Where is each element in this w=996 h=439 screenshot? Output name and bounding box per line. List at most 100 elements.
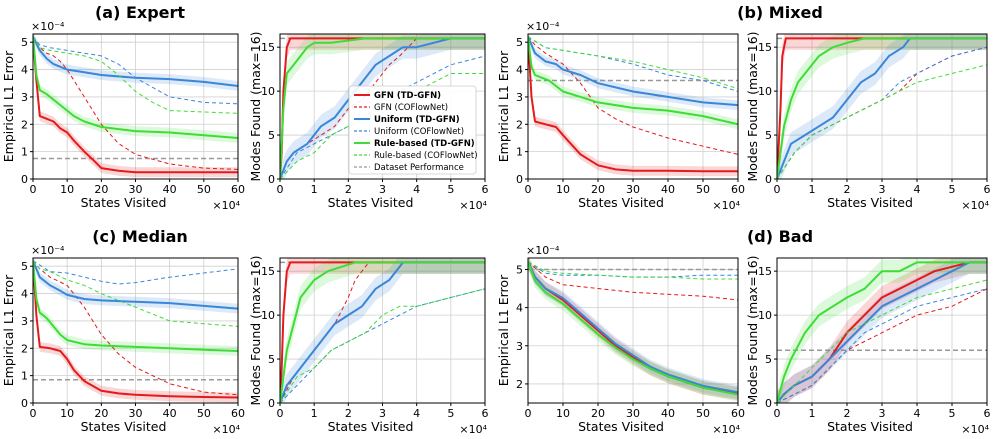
confidence-band xyxy=(33,258,238,356)
confidence-band xyxy=(777,258,987,403)
y-tick-label: 10 xyxy=(261,309,275,322)
series-line-gfn_td xyxy=(33,36,238,174)
confidence-band xyxy=(280,258,485,403)
x-tick-label: 30 xyxy=(129,183,143,196)
x-tick-label: 4 xyxy=(413,183,420,196)
x-tick-label: 3 xyxy=(379,407,386,420)
confidence-band xyxy=(280,258,485,403)
y-tick-label: 5 xyxy=(516,36,523,49)
x-tick-label: 5 xyxy=(447,183,454,196)
y-tick-label: 0 xyxy=(516,173,523,186)
confidence-band xyxy=(280,34,485,179)
x-tick-label: 40 xyxy=(661,183,675,196)
confidence-band xyxy=(280,258,485,403)
y-tick-label: 4 xyxy=(516,302,523,315)
x-tick-label: 1 xyxy=(809,183,816,196)
series-line-uni_td xyxy=(528,36,738,107)
x-tick-label: 0 xyxy=(277,407,284,420)
x-tick-label: 10 xyxy=(556,183,570,196)
x-multiplier: ×10⁴ xyxy=(212,199,240,212)
series-line-uni_co xyxy=(777,288,987,403)
y-axis-label: Empirical L1 Error xyxy=(1,50,16,162)
legend-item: Rule-based (COFlowNet) xyxy=(354,151,478,161)
y-tick-label: 5 xyxy=(21,36,28,49)
series-line-gfn_co xyxy=(33,36,238,170)
x-tick-label: 3 xyxy=(879,407,886,420)
series-line-uni_co xyxy=(33,36,238,105)
y-multiplier: ×10⁻⁴ xyxy=(31,244,65,257)
series-line-uni_co xyxy=(528,261,738,278)
x-tick-label: 1 xyxy=(311,407,318,420)
x-multiplier: ×10⁴ xyxy=(961,199,989,212)
subplot-error: 0 10 20 30 40 50 60 0 1 2 3 4 5 States Visited Empiric… xyxy=(1,20,245,212)
x-tick-label: 2 xyxy=(844,183,851,196)
x-tick-label: 2 xyxy=(345,407,352,420)
series-line-rule_td xyxy=(280,261,485,403)
x-multiplier: ×10⁴ xyxy=(712,199,740,212)
y-multiplier: ×10⁻⁴ xyxy=(526,20,560,33)
series-line-rule_td xyxy=(777,261,987,403)
x-axis-label: States Visited xyxy=(827,195,913,210)
y-tick-label: 5 xyxy=(516,263,523,276)
legend-label: Dataset Performance xyxy=(374,163,464,173)
series-line-rule_td xyxy=(33,36,238,139)
series-line-uni_co xyxy=(33,260,238,285)
x-tick-label: 4 xyxy=(914,407,921,420)
series-line-uni_td xyxy=(777,37,987,179)
legend-item: Uniform (TD-GFN) xyxy=(354,115,460,125)
x-tick-label: 5 xyxy=(447,407,454,420)
panel-title: (d) Bad xyxy=(747,227,813,246)
x-tick-label: 60 xyxy=(731,183,745,196)
x-tick-label: 20 xyxy=(591,407,605,420)
legend-item: Rule-based (TD-GFN) xyxy=(354,139,475,149)
x-multiplier: ×10⁴ xyxy=(459,423,487,436)
confidence-band xyxy=(528,258,738,400)
subplot-error: 0 10 20 30 40 50 60 2 3 4 5 States Visited Empirical… xyxy=(496,244,745,436)
subplot-error: 0 10 20 30 40 50 60 0 1 2 3 4 5 States Visited Empiric… xyxy=(496,20,745,212)
x-tick-label: 5 xyxy=(949,407,956,420)
y-tick-label: 15 xyxy=(758,41,772,54)
series-line-gfn_td xyxy=(528,36,738,173)
series-line-uni_td xyxy=(777,261,987,403)
y-axis-label: Modes Found (max=16) xyxy=(745,255,760,405)
series-line-uni_td xyxy=(528,261,738,394)
confidence-band xyxy=(33,34,238,143)
y-tick-label: 0 xyxy=(765,173,772,186)
legend-label: Uniform (TD-GFN) xyxy=(374,115,460,125)
subplot-modes: 0 1 2 3 4 5 6 0 5 10 15 States Visited Modes Found (… xyxy=(745,255,991,436)
y-tick-label: 5 xyxy=(765,353,772,366)
y-tick-label: 15 xyxy=(261,41,275,54)
y-tick-label: 1 xyxy=(516,146,523,159)
confidence-band xyxy=(777,258,987,403)
series-line-rule_td xyxy=(280,37,485,179)
legend-box xyxy=(348,85,477,175)
series-line-gfn_td xyxy=(33,260,238,399)
x-tick-label: 0 xyxy=(525,407,532,420)
series-line-gfn_co xyxy=(528,36,738,155)
y-tick-label: 3 xyxy=(21,315,28,328)
x-multiplier: ×10⁴ xyxy=(961,423,989,436)
x-tick-label: 2 xyxy=(844,407,851,420)
y-tick-label: 2 xyxy=(21,118,28,131)
y-tick-label: 4 xyxy=(21,288,28,301)
series-line-gfn_co xyxy=(528,261,738,301)
series-line-rule_td xyxy=(528,36,738,126)
y-tick-label: 4 xyxy=(21,64,28,77)
legend-item: Uniform (COFlowNet) xyxy=(354,127,464,137)
series-line-gfn_td xyxy=(777,37,987,179)
y-tick-label: 2 xyxy=(516,378,523,391)
x-axis-label: States Visited xyxy=(81,195,167,210)
y-axis-label: Empirical L1 Error xyxy=(1,274,16,386)
x-tick-label: 3 xyxy=(379,183,386,196)
legend-label: Rule-based (COFlowNet) xyxy=(374,151,478,161)
x-tick-label: 3 xyxy=(879,183,886,196)
y-tick-label: 5 xyxy=(268,129,275,142)
series-line-rule_co xyxy=(280,288,485,403)
x-axis-label: States Visited xyxy=(578,195,664,210)
confidence-band xyxy=(280,34,485,179)
x-tick-label: 40 xyxy=(661,407,675,420)
x-tick-label: 20 xyxy=(94,407,108,420)
x-tick-label: 50 xyxy=(197,183,211,196)
x-tick-label: 60 xyxy=(231,183,245,196)
